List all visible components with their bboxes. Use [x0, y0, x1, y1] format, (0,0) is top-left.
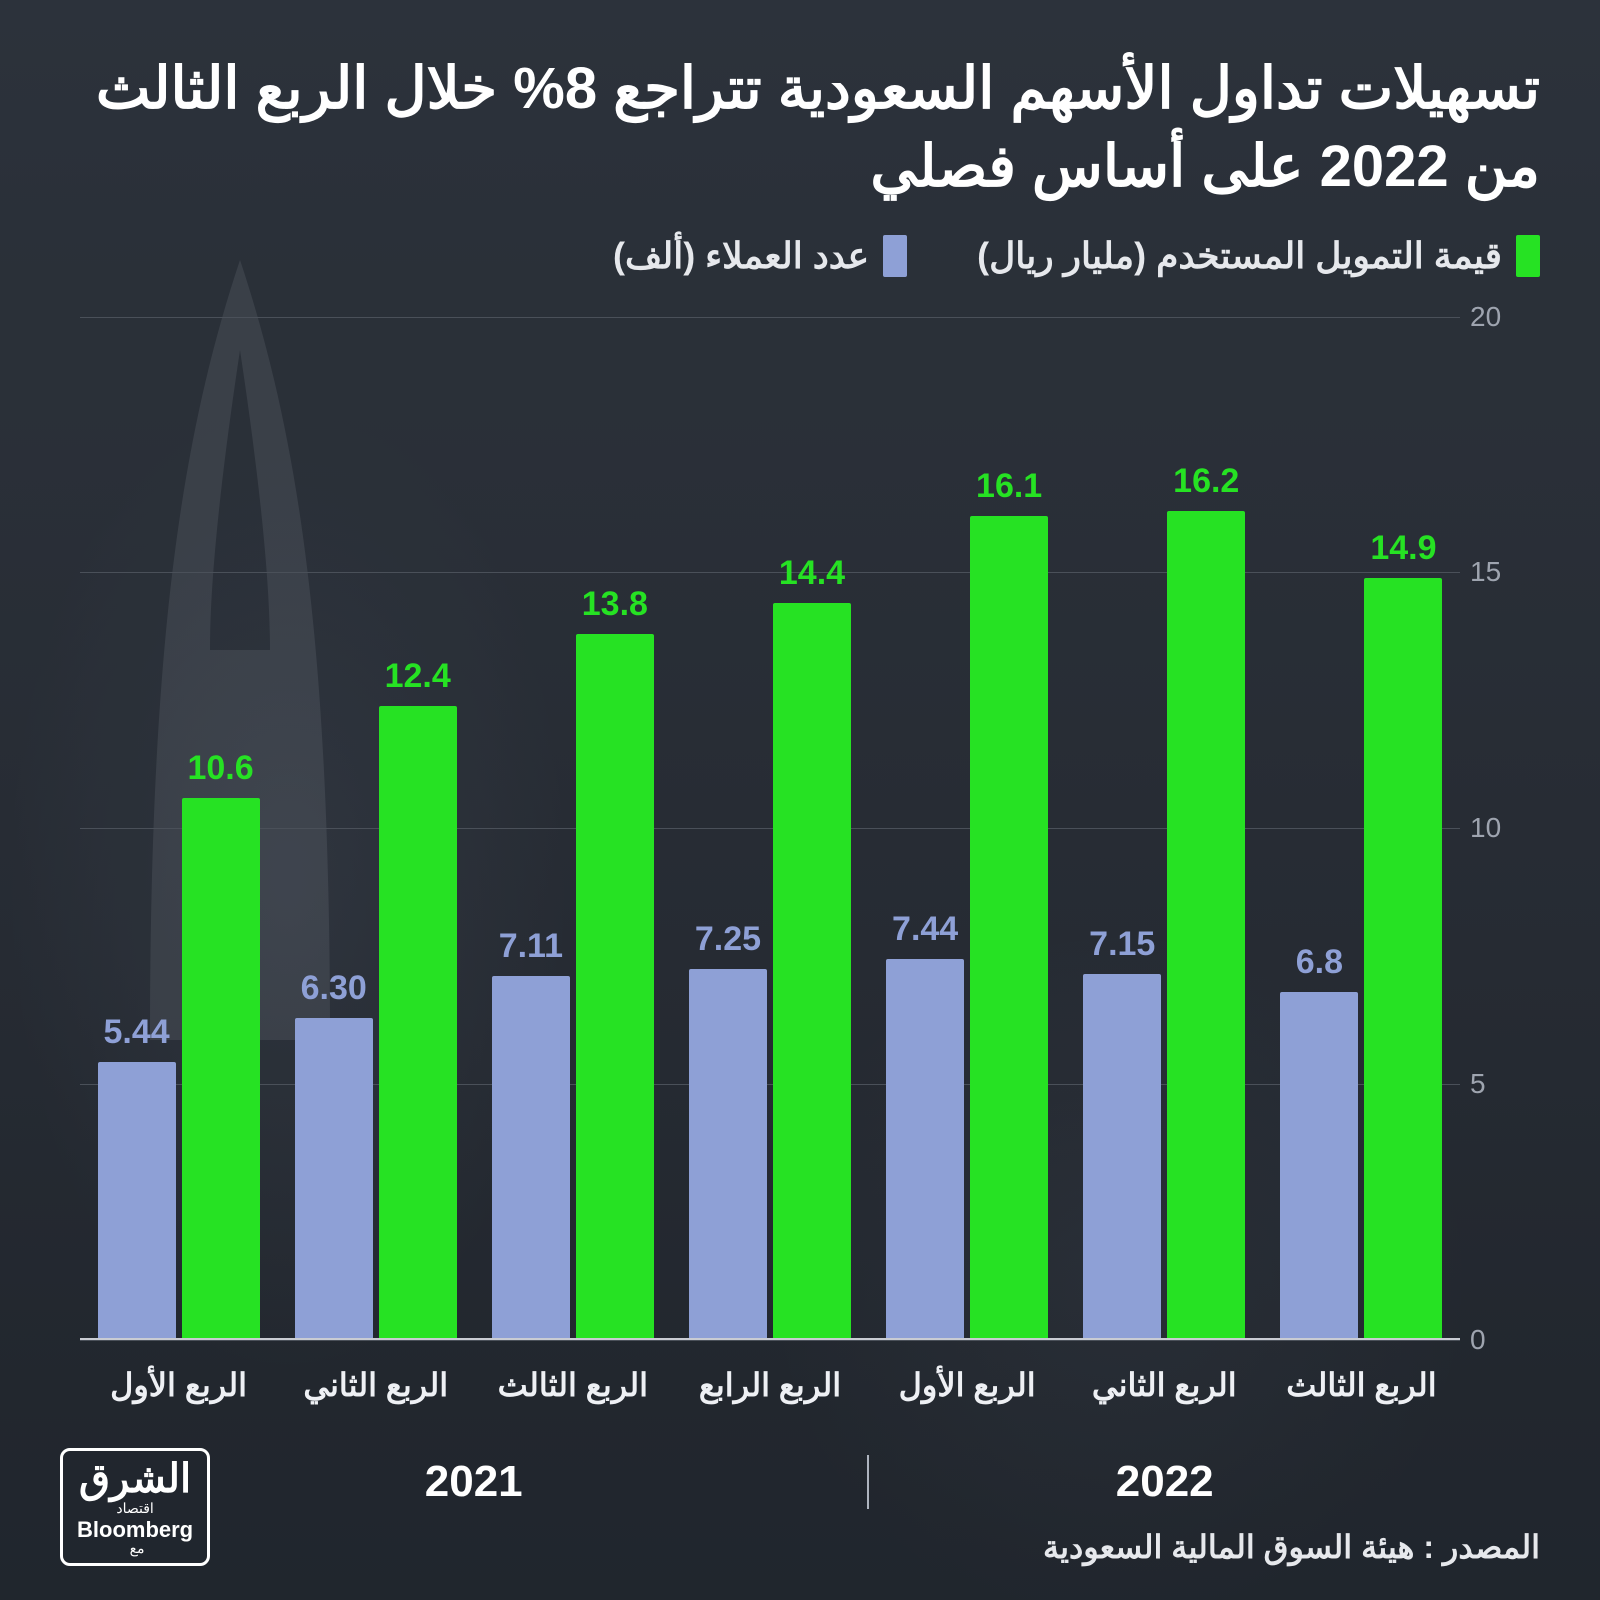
legend-label-green: قيمة التمويل المستخدم (مليار ريال): [977, 235, 1502, 277]
bar-group: 7.2514.4: [671, 317, 868, 1340]
bar-blue: 5.44: [98, 1062, 176, 1340]
x-category-label: الربع الثاني: [1066, 1340, 1263, 1440]
bar-value-label: 6.8: [1296, 943, 1343, 982]
bar-blue: 7.15: [1083, 974, 1161, 1340]
bar-green: 13.8: [576, 634, 654, 1340]
source-text: المصدر : هيئة السوق المالية السعودية: [1043, 1528, 1540, 1566]
logo-ar-sub: اقتصاد: [77, 1501, 193, 1515]
bar-group: 6.814.9: [1263, 317, 1460, 1340]
x-category-label: الربع الرابع: [671, 1340, 868, 1440]
bar-green: 10.6: [182, 798, 260, 1340]
logo-with: مع: [130, 1540, 145, 1556]
bar-value-label: 12.4: [385, 657, 451, 696]
bar-blue: 6.8: [1280, 992, 1358, 1340]
y-tick-label: 20: [1470, 301, 1522, 333]
bar-value-label: 7.25: [695, 920, 761, 959]
bar-blue: 7.25: [689, 969, 767, 1340]
footer: الشرق اقتصاد Bloomberg مع المصدر : هيئة …: [60, 1448, 1540, 1566]
chart-area: 05101520 5.4410.66.3012.47.1113.87.2514.…: [60, 297, 1540, 1560]
bar-group: 7.1113.8: [474, 317, 671, 1340]
bar-value-label: 14.4: [779, 554, 845, 593]
bar-green: 16.1: [970, 516, 1048, 1340]
bar-value-label: 7.44: [892, 910, 958, 949]
y-tick-label: 15: [1470, 556, 1522, 588]
bar-blue: 7.11: [492, 976, 570, 1340]
bar-green: 12.4: [379, 706, 457, 1341]
bar-value-label: 6.30: [301, 969, 367, 1008]
bar-groups: 5.4410.66.3012.47.1113.87.2514.47.4416.1…: [80, 317, 1460, 1340]
bar-value-label: 5.44: [103, 1013, 169, 1052]
x-category-label: الربع الثالث: [474, 1340, 671, 1440]
bar-green: 16.2: [1167, 511, 1245, 1340]
bar-green: 14.4: [773, 603, 851, 1340]
asharq-bloomberg-logo: الشرق اقتصاد Bloomberg مع: [60, 1448, 210, 1566]
bar-value-label: 16.2: [1173, 462, 1239, 501]
bar-group: 7.4416.1: [869, 317, 1066, 1340]
logo-english: Bloomberg مع: [77, 1519, 193, 1557]
y-tick-label: 0: [1470, 1324, 1522, 1356]
bar-value-label: 10.6: [187, 749, 253, 788]
bar-group: 6.3012.4: [277, 317, 474, 1340]
legend: قيمة التمويل المستخدم (مليار ريال) عدد ا…: [60, 235, 1540, 277]
legend-swatch-blue: [883, 235, 907, 277]
bar-blue: 7.44: [886, 959, 964, 1340]
bar-blue: 6.30: [295, 1018, 373, 1340]
x-axis-labels: الربع الأولالربع الثانيالربع الثالثالربع…: [80, 1340, 1460, 1440]
y-tick-label: 10: [1470, 812, 1522, 844]
x-category-label: الربع الأول: [869, 1340, 1066, 1440]
content-container: تسهيلات تداول الأسهم السعودية تتراجع 8% …: [0, 0, 1600, 1600]
legend-swatch-green: [1516, 235, 1540, 277]
x-category-label: الربع الثالث: [1263, 1340, 1460, 1440]
bar-value-label: 13.8: [582, 585, 648, 624]
chart-title: تسهيلات تداول الأسهم السعودية تتراجع 8% …: [60, 50, 1540, 207]
legend-label-blue: عدد العملاء (ألف): [613, 235, 869, 277]
legend-item-blue: عدد العملاء (ألف): [613, 235, 907, 277]
plot-area: 05101520 5.4410.66.3012.47.1113.87.2514.…: [80, 317, 1460, 1340]
bar-value-label: 7.15: [1089, 925, 1155, 964]
logo-ar-text: الشرق: [79, 1457, 191, 1501]
bar-value-label: 14.9: [1370, 529, 1436, 568]
y-tick-label: 5: [1470, 1068, 1522, 1100]
bar-green: 14.9: [1364, 578, 1442, 1340]
logo-bloomberg: Bloomberg: [77, 1519, 193, 1541]
bar-group: 5.4410.6: [80, 317, 277, 1340]
bar-group: 7.1516.2: [1066, 317, 1263, 1340]
bar-value-label: 7.11: [499, 927, 563, 966]
legend-item-green: قيمة التمويل المستخدم (مليار ريال): [977, 235, 1540, 277]
x-category-label: الربع الثاني: [277, 1340, 474, 1440]
bar-value-label: 16.1: [976, 467, 1042, 506]
logo-arabic: الشرق اقتصاد: [77, 1459, 193, 1515]
x-category-label: الربع الأول: [80, 1340, 277, 1440]
